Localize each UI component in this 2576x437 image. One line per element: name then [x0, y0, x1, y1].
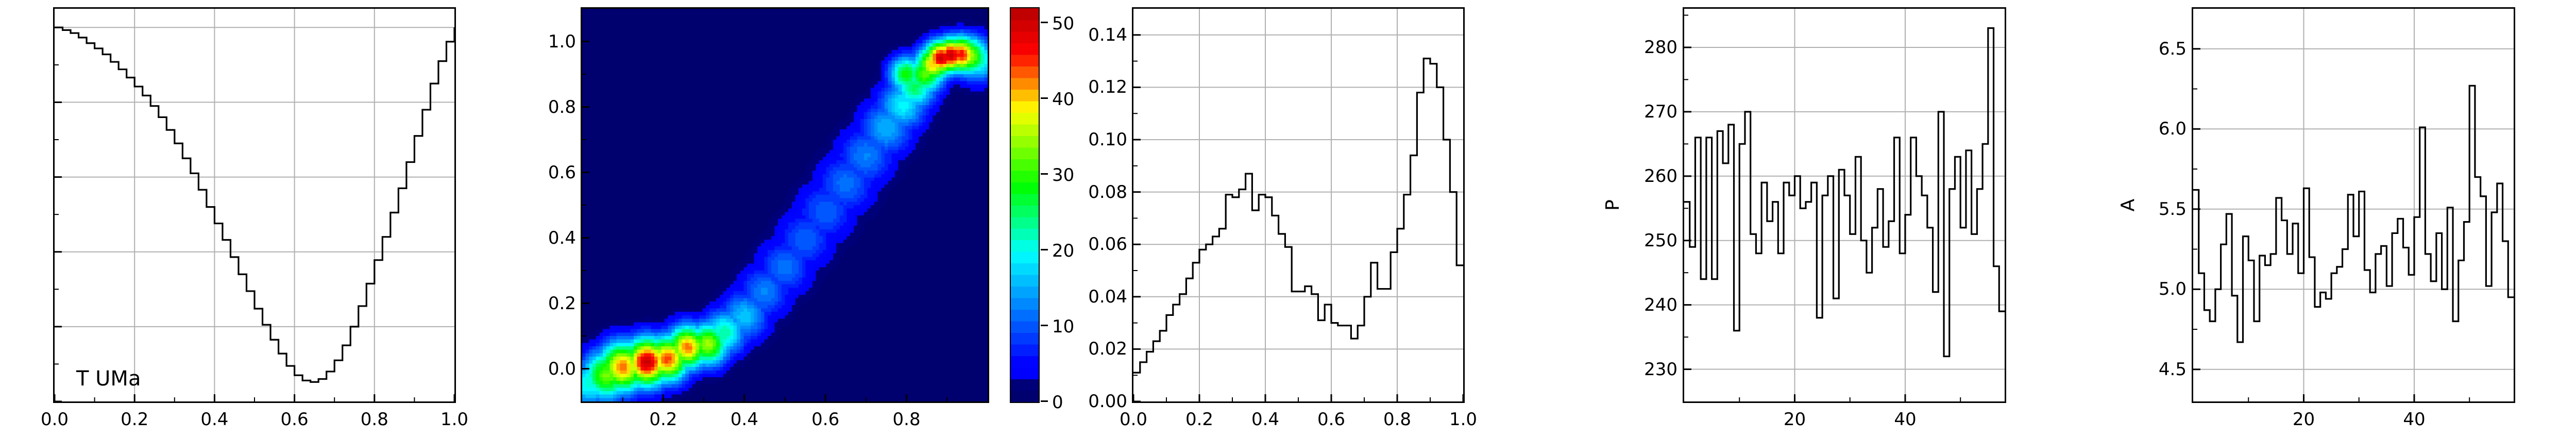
- plot-area-folded-lightcurve: [55, 9, 454, 401]
- xtick-label: 0.2: [121, 409, 149, 430]
- colorbar-tick: [1041, 173, 1048, 175]
- ylabel-period-chain: P: [1602, 199, 1623, 211]
- xtick-label: 0.0: [40, 409, 69, 430]
- ytick-label: 0.04: [1088, 286, 1127, 307]
- xtick-label: 0.8: [1383, 409, 1412, 430]
- xtick-label: 0.4: [200, 409, 229, 430]
- xtick-label: 40: [2403, 409, 2426, 430]
- xtick-label: 1.0: [440, 409, 469, 430]
- panel-phase-histogram: 0.00 0.02 0.04 0.06 0.08 0.10 0.12 0.14 0.0 0.2 0…: [1056, 0, 1571, 437]
- ytick-label: 0.06: [1088, 234, 1127, 255]
- xtick-label: 0.6: [811, 409, 840, 430]
- axes-phase-histogram: [1132, 7, 1465, 403]
- ytick-label: 240: [1644, 294, 1677, 315]
- colorbar-tick: [1041, 21, 1048, 23]
- ytick-label: 0.08: [1088, 181, 1127, 203]
- panel-period-chain: 230 240 250 260 270 280 20 40 P: [1571, 0, 2087, 437]
- axes-density-map: [581, 7, 989, 403]
- xtick-label: 0.8: [360, 409, 388, 430]
- ytick-label: 4.5: [2158, 359, 2187, 380]
- xtick-label: 0.6: [1317, 409, 1346, 430]
- ytick-label: 250: [1644, 230, 1677, 251]
- ytick-label: 0.4: [548, 227, 576, 248]
- ytick-label: 6.0: [2158, 119, 2187, 140]
- ytick-label: 0.2: [548, 293, 576, 314]
- xtick-label: 20: [1783, 409, 1806, 430]
- ylabel-amplitude-chain: A: [2117, 198, 2139, 212]
- plot-area-period-chain: [1684, 9, 2005, 401]
- axes-amplitude-chain: [2192, 7, 2515, 403]
- ytick-label: 0.02: [1088, 339, 1127, 360]
- axes-period-chain: [1683, 7, 2006, 403]
- colorbar-tick-label: 50: [1052, 13, 1075, 35]
- panel-amplitude-chain: 4.5 5.0 5.5 6.0 6.5 20 40 A: [2087, 0, 2576, 437]
- plot-area-density-map: [582, 9, 988, 401]
- xtick-label: 0.6: [280, 409, 309, 430]
- xtick-label: 40: [1894, 409, 1917, 430]
- colorbar-tick: [1041, 248, 1048, 250]
- xtick-label: 0.2: [649, 409, 677, 430]
- ytick-label: 5.5: [2158, 198, 2187, 220]
- xtick-label: 0.2: [1185, 409, 1214, 430]
- ytick-label: 230: [1644, 359, 1677, 380]
- plot-area-phase-histogram: [1133, 9, 1463, 401]
- colorbar-tick: [1041, 324, 1048, 326]
- xtick-label: 20: [2292, 409, 2315, 430]
- colorbar-tick: [1041, 400, 1048, 402]
- ytick-label: 6.5: [2158, 38, 2187, 59]
- ytick-label: 0.10: [1088, 129, 1127, 150]
- plot-area-amplitude-chain: [2193, 9, 2514, 401]
- ytick-label: 0.00: [1088, 391, 1127, 412]
- colorbar-tick: [1041, 97, 1048, 99]
- ytick-labels-density-map: 0.0 0.2 0.4 0.6 0.8 1.0: [515, 0, 1092, 437]
- ytick-labels-folded-lightcurve: 0.00.20.40.60.81.0: [0, 0, 49, 437]
- xtick-label: 0.8: [892, 409, 921, 430]
- colorbar-gradient: [1011, 8, 1039, 402]
- colorbar-tick-label: 10: [1052, 316, 1075, 338]
- xtick-label: 1.0: [1449, 409, 1478, 430]
- ytick-label: 0.8: [548, 96, 576, 117]
- colorbar-tick-label: 0: [1052, 392, 1063, 413]
- colorbar-tick-label: 20: [1052, 241, 1075, 262]
- ytick-label: 270: [1644, 101, 1677, 122]
- panel-folded-lightcurve: 0.00.20.40.60.81.0 0.00.20.40.60.81.0 T …: [0, 0, 515, 437]
- ytick-label: 0.12: [1088, 77, 1127, 98]
- ytick-label: 0.0: [548, 358, 576, 379]
- panel-annotation-star-name: T UMa: [76, 367, 141, 391]
- colorbar-tick-label: 40: [1052, 89, 1075, 110]
- panel-density-map: 0.0 0.2 0.4 0.6 0.8 1.0 0.2 0.4 0.6 0.8 0 10 20 30 4…: [515, 0, 1074, 437]
- ytick-label: 260: [1644, 165, 1677, 187]
- xtick-label: 0.4: [1251, 409, 1280, 430]
- xtick-label: 0.0: [1119, 409, 1148, 430]
- colorbar-density-map: [1010, 7, 1040, 403]
- ytick-label: 0.6: [548, 162, 576, 183]
- ytick-label: 280: [1644, 37, 1677, 58]
- ytick-label: 1.0: [548, 31, 576, 52]
- axes-folded-lightcurve: [53, 7, 456, 403]
- ytick-label: 5.0: [2158, 279, 2187, 300]
- xtick-label: 0.4: [730, 409, 758, 430]
- ytick-label: 0.14: [1088, 24, 1127, 45]
- colorbar-tick-label: 30: [1052, 165, 1075, 186]
